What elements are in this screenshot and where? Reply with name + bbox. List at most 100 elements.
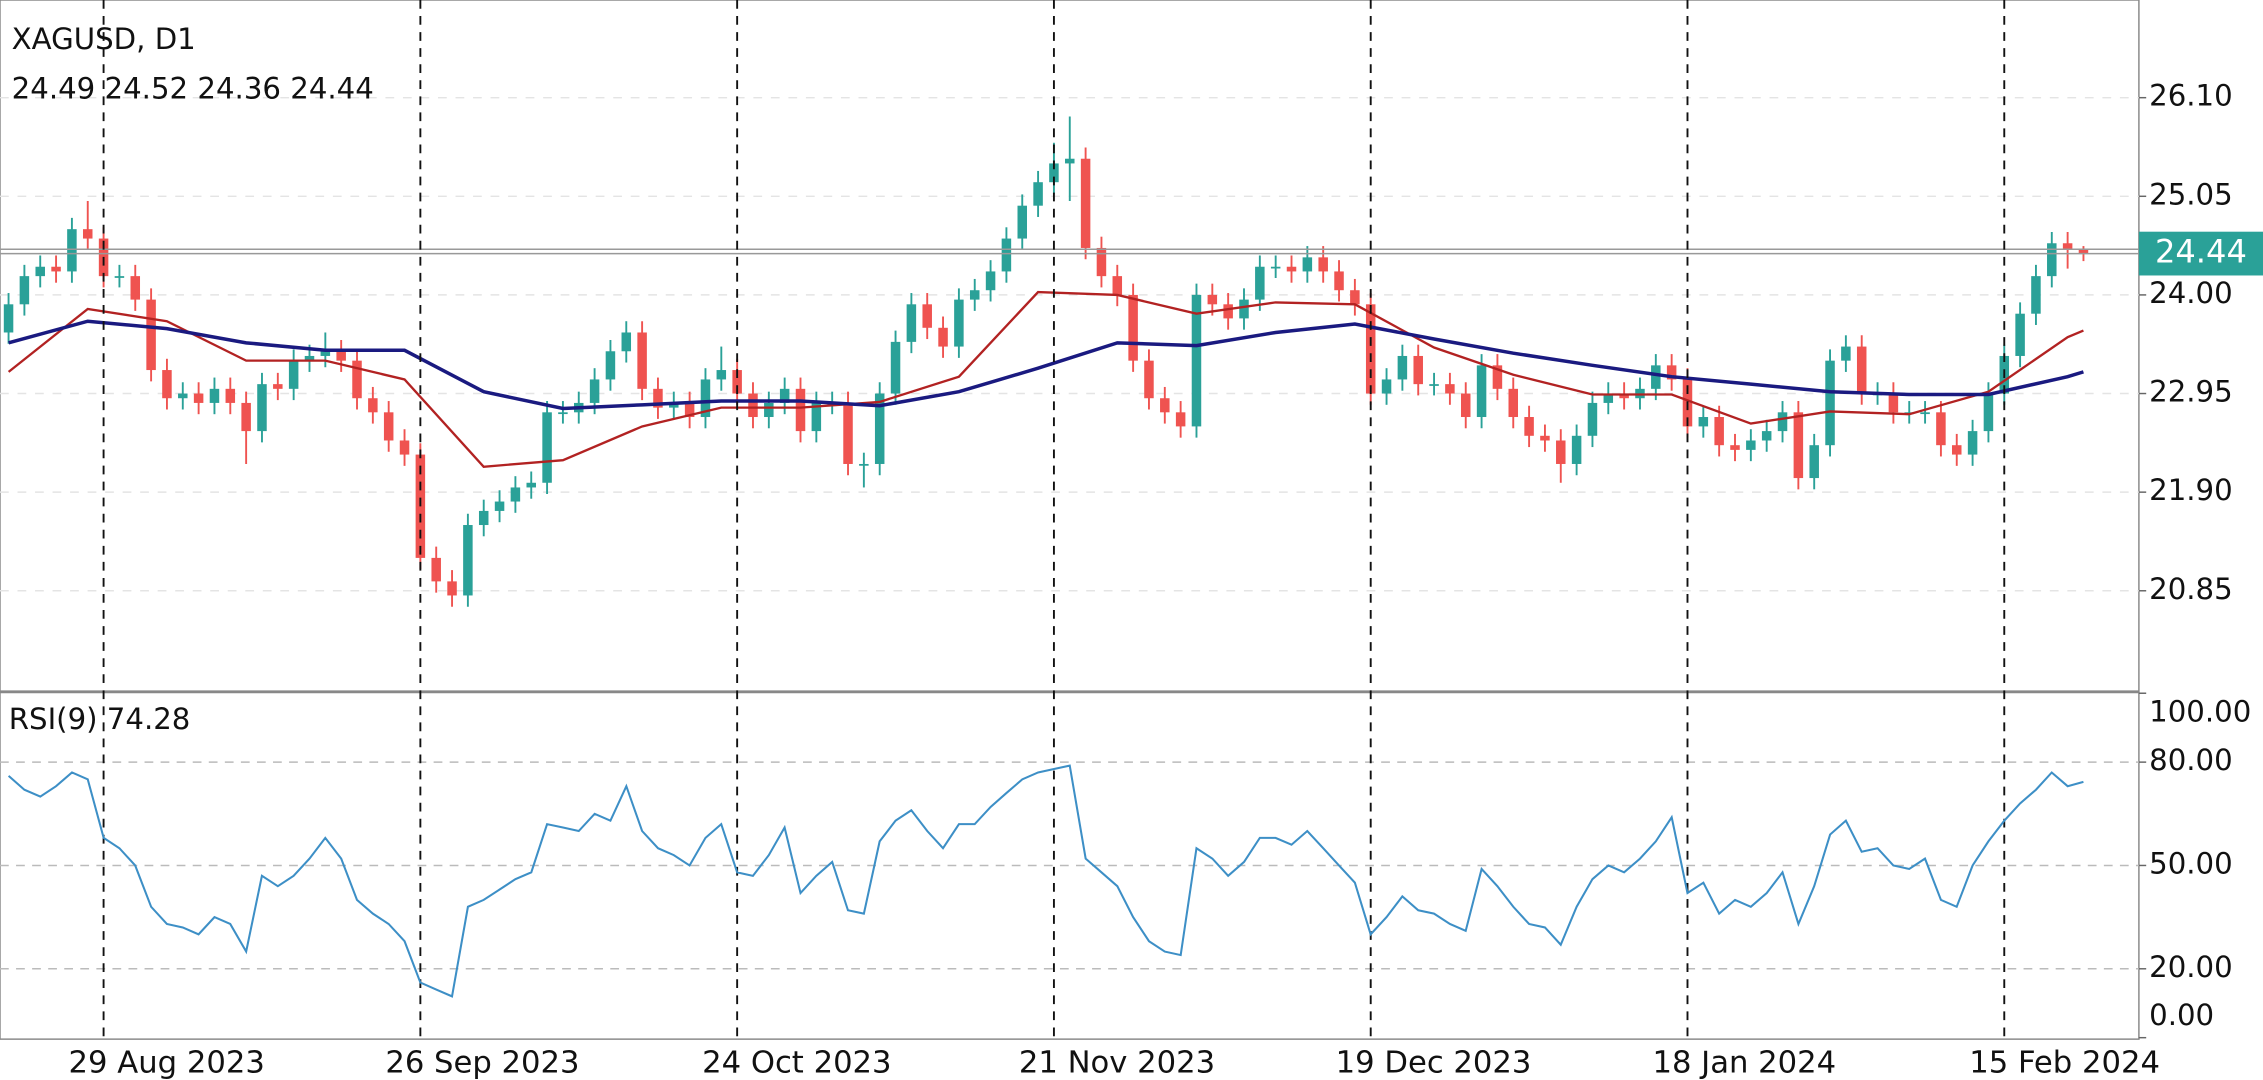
x-tick-label: 21 Nov 2023 (1019, 1045, 1215, 1080)
candle-body (2062, 243, 2073, 249)
candle-body (1556, 440, 1566, 464)
candle-body (938, 327, 948, 347)
candle-body (1540, 435, 1550, 441)
x-tick-label: 15 Feb 2024 (1969, 1045, 2160, 1080)
candle-body (225, 388, 236, 403)
candle-body (874, 393, 885, 464)
open-value: 24.49 (12, 71, 96, 105)
moving-average (7, 290, 2084, 468)
candle-body (494, 501, 505, 511)
candle-body (1049, 163, 1059, 183)
candle-body (843, 402, 853, 464)
candle-body (1666, 365, 1677, 380)
candle-body (510, 487, 521, 502)
candle-body (19, 276, 30, 305)
candle-body (589, 379, 600, 403)
candle-body (1223, 304, 1233, 319)
y-tick-label: 24.00 (2149, 276, 2233, 310)
candle-body (653, 388, 663, 408)
candle-body (1445, 384, 1455, 394)
candle-body (906, 304, 917, 342)
candle-body (1191, 294, 1202, 427)
x-tick-label: 29 Aug 2023 (69, 1045, 265, 1080)
candle-body (67, 229, 77, 272)
x-tick-label: 19 Dec 2023 (1336, 1045, 1532, 1080)
rsi-title: RSI(9) 74.28 (9, 702, 191, 736)
candle-body (1207, 294, 1218, 305)
candle-body (273, 384, 283, 389)
candle-body (684, 402, 695, 418)
candle-body (352, 360, 362, 399)
y-tick-label: 100.00 (2149, 695, 2251, 729)
x-tick-label: 18 Jan 2024 (1652, 1045, 1836, 1080)
y-tick-label: 26.10 (2149, 79, 2233, 113)
candle-body (2031, 276, 2041, 314)
candle-body (336, 351, 346, 361)
candle-body (1888, 393, 1899, 413)
candle-body (985, 271, 996, 291)
candle-body (1144, 360, 1154, 399)
candle-body (1302, 257, 1313, 272)
candle-body (748, 393, 758, 418)
candle-body (605, 351, 616, 380)
candle-body (1080, 158, 1091, 248)
candle-body (669, 402, 679, 408)
y-tick-label: 22.95 (2149, 375, 2233, 409)
candle-body (1492, 365, 1503, 389)
candle-body (1651, 365, 1661, 389)
candle-body (463, 525, 473, 596)
candle-body (288, 360, 299, 389)
candle-body (35, 266, 45, 277)
candle-body (178, 393, 188, 399)
candle-body (637, 332, 647, 389)
y-tick-label: 20.85 (2149, 572, 2233, 606)
candle-body (1318, 257, 1328, 272)
candle-body (890, 341, 901, 394)
candle-body (399, 440, 410, 455)
candle-body (478, 510, 489, 526)
candle-body (1746, 440, 1756, 450)
candle-body (795, 388, 806, 432)
candle-body (1524, 417, 1534, 436)
candle-body (2015, 313, 2025, 356)
close-value: 24.44 (290, 71, 374, 105)
candle-body (716, 370, 727, 380)
candle-body (732, 370, 742, 394)
candle-body (1429, 384, 1439, 386)
candle-body (1967, 431, 1978, 455)
candle-body (1255, 266, 1265, 300)
candle-body (542, 412, 552, 483)
candle-body (1951, 445, 1962, 455)
candle-body (241, 402, 251, 432)
candle-body (1793, 412, 1804, 479)
candle-body (1001, 238, 1012, 272)
candle-body (193, 393, 204, 403)
candle-body (82, 229, 93, 239)
candle-body (922, 304, 932, 328)
candle-body (811, 402, 822, 432)
candle-body (1128, 294, 1138, 361)
candle-body (1761, 431, 1772, 441)
candle-body (621, 332, 632, 352)
candle-body (558, 412, 568, 415)
candle-body (320, 351, 331, 356)
y-tick-label: 50.00 (2149, 846, 2233, 880)
y-tick-label: 20.00 (2149, 950, 2233, 984)
candle-body (1112, 276, 1123, 295)
moving-average (8, 319, 2084, 411)
candle-body (431, 557, 441, 582)
candle-body (368, 398, 378, 413)
candle-body (1286, 266, 1297, 272)
candle-body (51, 266, 61, 272)
candle-body (1825, 360, 1835, 446)
candle-body (1714, 417, 1724, 446)
rsi-line (7, 764, 2084, 998)
candle-body (1730, 445, 1740, 450)
candle-body (3, 304, 14, 333)
candle-body (209, 388, 220, 403)
ohlc-readout: 24.49 24.52 24.36 24.44 (12, 71, 374, 105)
candle-body (1239, 299, 1249, 319)
candle-body (146, 299, 156, 371)
candle-body (1065, 158, 1075, 164)
candle-body (1603, 393, 1614, 403)
